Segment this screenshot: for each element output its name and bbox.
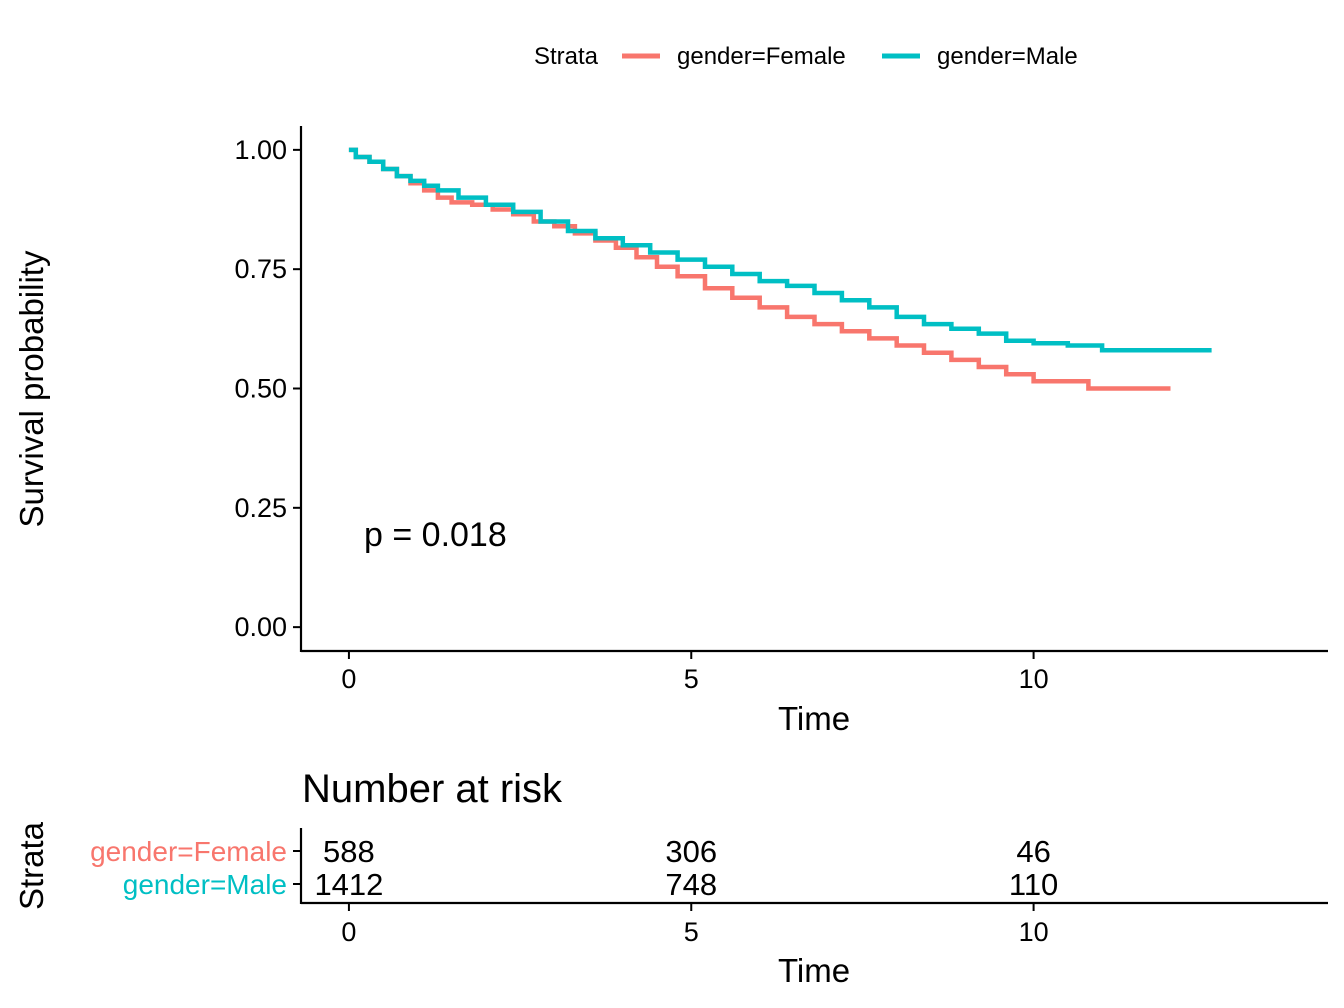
risk-count: 588 <box>323 834 375 869</box>
survival-curve-male <box>348 147 1212 353</box>
survival-plot: 0.00 0.25 0.50 0.75 1.00 0 5 10 p = 0.018 Time… <box>13 126 1328 737</box>
x-axis-title: Time <box>778 700 850 737</box>
y-tick-label: 0.00 <box>234 612 287 642</box>
y-tick-label: 0.25 <box>234 493 287 523</box>
survival-curve-female <box>348 147 1171 391</box>
legend-entry-female: gender=Female <box>677 43 846 70</box>
x-tick-label: 10 <box>1019 664 1049 694</box>
x-tick-label: 0 <box>341 664 356 694</box>
risk-count: 46 <box>1016 834 1050 869</box>
p-value-annotation: p = 0.018 <box>364 516 507 554</box>
risk-table-title: Number at risk <box>302 767 563 811</box>
y-tick-label: 0.75 <box>234 254 287 284</box>
legend: Strata gender=Female gender=Male <box>534 43 1078 70</box>
risk-count: 748 <box>665 867 717 902</box>
risk-row-label: gender=Male <box>123 869 287 900</box>
risk-x-tick-label: 0 <box>341 917 356 947</box>
risk-x-tick-label: 10 <box>1019 917 1049 947</box>
risk-x-axis-title: Time <box>778 952 850 989</box>
risk-count: 1412 <box>314 867 383 902</box>
legend-title: Strata <box>534 43 599 70</box>
risk-x-tick-label: 5 <box>684 917 699 947</box>
y-axis-title: Survival probability <box>13 250 50 527</box>
risk-row-label: gender=Female <box>90 836 287 867</box>
risk-count: 306 <box>665 834 717 869</box>
risk-table: Number at risk gender=Female 588 306 46 gend… <box>13 767 1328 989</box>
y-tick-label: 1.00 <box>234 135 287 165</box>
risk-count: 110 <box>1009 867 1058 902</box>
y-tick-label: 0.50 <box>234 374 287 404</box>
legend-entry-male: gender=Male <box>937 43 1078 70</box>
x-tick-label: 5 <box>684 664 699 694</box>
risk-y-axis-title: Strata <box>13 821 50 910</box>
